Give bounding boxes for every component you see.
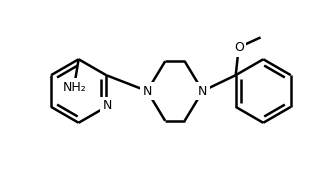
Text: N: N (198, 85, 207, 98)
Text: NH₂: NH₂ (63, 80, 87, 94)
Text: N: N (102, 99, 112, 112)
Text: N: N (143, 85, 152, 98)
Text: O: O (234, 41, 244, 54)
